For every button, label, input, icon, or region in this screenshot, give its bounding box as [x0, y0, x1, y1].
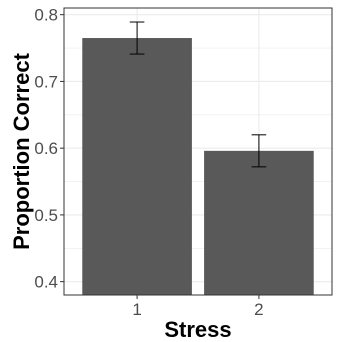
error-bar: [129, 21, 145, 55]
y-tick-label: 0.6: [34, 139, 58, 158]
plot-frame: [63, 7, 333, 296]
y-axis-title: Proportion Correct: [9, 52, 34, 249]
x-tick-label: 1: [132, 300, 141, 319]
y-tick-label: 0.5: [34, 206, 58, 225]
bars: [82, 38, 314, 296]
y-tick-label: 0.4: [34, 273, 58, 292]
y-tick-label: 0.7: [34, 72, 58, 91]
y-tick-label: 0.8: [34, 6, 58, 25]
x-axis-title: Stress: [164, 317, 231, 342]
error-bar: [251, 134, 267, 168]
x-tick-label: 2: [254, 300, 263, 319]
error-bars: [129, 21, 267, 168]
bar: [82, 38, 192, 296]
y-axis: 0.4 0.5 0.6 0.7 0.8: [34, 6, 64, 292]
bar: [204, 150, 314, 295]
